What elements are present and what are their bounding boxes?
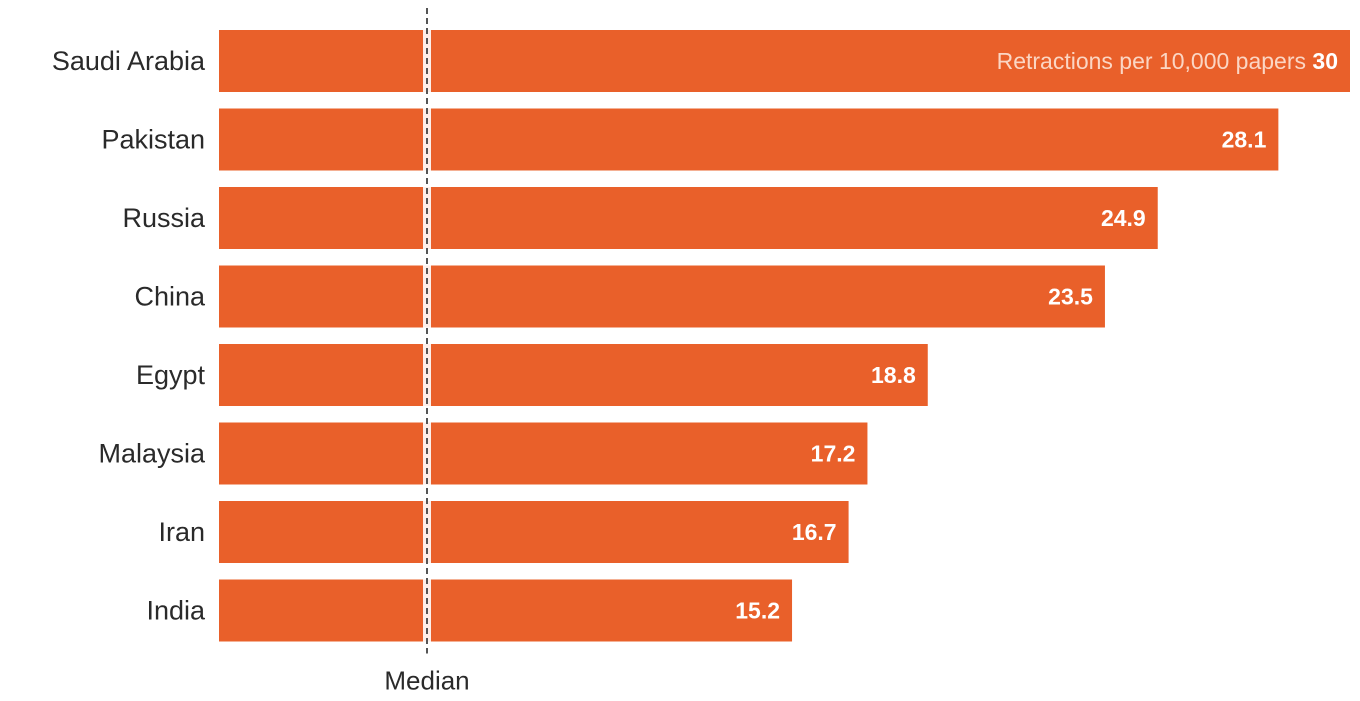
value-label-pakistan: 28.1: [1222, 127, 1267, 153]
value-number-egypt: 18.8: [871, 362, 916, 388]
category-label-egypt: Egypt: [136, 360, 206, 390]
bar-saudi-arabia: [219, 30, 1350, 92]
category-label-russia: Russia: [122, 203, 206, 233]
value-label-india: 15.2: [735, 598, 780, 624]
bar-malaysia: [219, 422, 868, 485]
bar-egypt: [219, 344, 928, 406]
median-gap-egypt: [423, 344, 431, 406]
category-label-saudi-arabia: Saudi Arabia: [52, 46, 206, 76]
value-label-egypt: 18.8: [871, 362, 916, 388]
value-label-saudi-arabia: Retractions per 10,000 papers 30: [997, 48, 1338, 74]
category-labels: Saudi Arabia Pakistan Russia China Egypt Mala…: [52, 46, 206, 626]
category-label-malaysia: Malaysia: [98, 439, 206, 469]
median-gap-china: [423, 265, 431, 328]
bar-india: [219, 579, 793, 642]
category-label-china: China: [134, 282, 206, 312]
median-label: Median: [384, 666, 469, 696]
value-number-pakistan: 28.1: [1222, 127, 1267, 153]
value-number-saudi-arabia: 30: [1312, 48, 1338, 74]
value-label-malaysia: 17.2: [811, 441, 856, 467]
value-label-china: 23.5: [1048, 284, 1093, 310]
bar-china: [219, 265, 1105, 328]
category-label-iran: Iran: [158, 517, 205, 547]
category-label-pakistan: Pakistan: [101, 125, 205, 155]
value-number-china: 23.5: [1048, 284, 1093, 310]
value-label-iran: 16.7: [792, 519, 837, 545]
value-labels: Retractions per 10,000 papers 30 28.1 24.9…: [735, 48, 1338, 624]
category-label-india: India: [146, 596, 206, 626]
value-number-malaysia: 17.2: [811, 441, 856, 467]
bars: [219, 30, 1350, 642]
value-number-iran: 16.7: [792, 519, 837, 545]
bar-russia: [219, 187, 1158, 249]
bar-iran: [219, 501, 849, 563]
value-label-russia: 24.9: [1101, 205, 1146, 231]
value-number-india: 15.2: [735, 598, 780, 624]
unit-label: Retractions per 10,000 papers: [997, 48, 1313, 74]
bar-pakistan: [219, 108, 1279, 171]
value-number-russia: 24.9: [1101, 205, 1146, 231]
